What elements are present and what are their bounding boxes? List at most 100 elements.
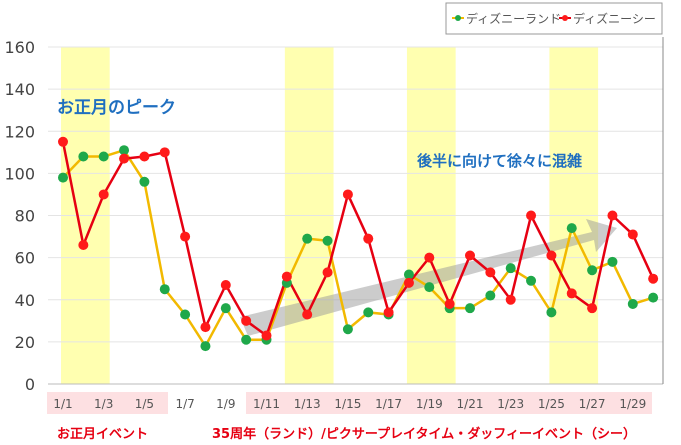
- series-group: [58, 136, 659, 352]
- data-point-sea: [526, 210, 537, 221]
- data-point-land: [587, 265, 598, 276]
- data-point-land: [465, 303, 475, 314]
- y-tick-label: 160: [4, 38, 35, 57]
- legend-label-land: ディズニーランド: [466, 11, 561, 26]
- data-point-sea: [424, 252, 435, 263]
- data-point-land: [526, 275, 537, 286]
- data-point-sea: [403, 277, 414, 288]
- x-tick-label: 1/19: [416, 397, 443, 411]
- data-point-land: [159, 284, 170, 295]
- data-point-sea: [322, 267, 333, 278]
- annotation-new-year-peak: お正月のピーク: [57, 98, 176, 118]
- data-point-land: [119, 145, 130, 156]
- data-point-land: [58, 172, 68, 183]
- data-point-sea: [58, 136, 68, 147]
- x-tick-label: 1/13: [294, 397, 321, 411]
- data-point-sea: [587, 303, 598, 314]
- data-point-land: [342, 324, 353, 335]
- data-point-sea: [444, 298, 455, 309]
- data-point-sea: [241, 315, 252, 326]
- x-tick-label: 1/3: [94, 397, 113, 411]
- data-point-land: [302, 233, 313, 244]
- data-point-land: [220, 303, 231, 314]
- event-label-bg: [47, 392, 168, 414]
- data-point-sea: [220, 280, 231, 291]
- legend-marker-land: [455, 15, 461, 21]
- x-tick-label: 1/17: [375, 397, 402, 411]
- x-tick-label: 1/23: [497, 397, 524, 411]
- series-line-land: [62, 148, 654, 348]
- data-point-sea: [627, 229, 638, 240]
- y-tick-label: 20: [15, 333, 35, 352]
- data-point-land: [241, 334, 252, 345]
- y-tick-label: 120: [4, 122, 35, 141]
- data-point-land: [627, 298, 638, 309]
- x-tick-label: 1/15: [334, 397, 361, 411]
- data-point-land: [403, 269, 414, 280]
- x-tick-label: 1/27: [579, 397, 606, 411]
- data-point-sea: [180, 231, 191, 242]
- legend-marker-sea: [562, 15, 568, 21]
- annotation-late-month-crowding: 後半に向けて徐々に混雑: [416, 152, 582, 170]
- y-tick-label: 60: [15, 249, 35, 268]
- y-tick-label: 80: [15, 207, 35, 226]
- data-point-land: [566, 223, 577, 234]
- x-axis: 1/1 1/3 1/5 1/7 1/9 1/11 1/13 1/15 1/17 1/19 1/21 1…: [53, 397, 646, 411]
- data-point-sea: [119, 153, 130, 164]
- data-point-sea: [281, 271, 292, 282]
- trend-arrow-shape: [240, 219, 617, 336]
- data-point-sea: [566, 288, 577, 299]
- data-point-land: [607, 256, 618, 267]
- data-point-land: [98, 151, 109, 162]
- data-point-land: [546, 307, 557, 318]
- data-point-land: [424, 282, 435, 293]
- data-point-sea: [98, 189, 109, 200]
- data-point-land: [485, 290, 496, 301]
- data-point-sea: [546, 250, 557, 261]
- y-tick-label: 40: [15, 291, 35, 310]
- data-point-sea: [607, 210, 618, 221]
- data-point-land: [200, 341, 211, 352]
- data-point-sea: [505, 294, 516, 305]
- x-tick-label: 1/1: [53, 397, 72, 411]
- data-point-land: [322, 235, 333, 246]
- data-point-sea: [261, 330, 272, 341]
- y-tick-label: 0: [25, 375, 35, 394]
- data-point-sea: [648, 273, 659, 284]
- data-point-land: [363, 307, 374, 318]
- x-tick-label: 1/25: [538, 397, 565, 411]
- y-tick-label: 140: [4, 80, 35, 99]
- data-point-sea: [159, 147, 170, 158]
- data-point-sea: [465, 250, 475, 261]
- x-tick-label: 1/9: [216, 397, 235, 411]
- gridlines: [48, 37, 664, 385]
- x-tick-label: 1/5: [135, 397, 154, 411]
- data-point-sea: [302, 309, 313, 320]
- trend-arrow: [240, 219, 617, 336]
- data-point-sea: [485, 267, 496, 278]
- data-point-land: [139, 176, 150, 187]
- legend: ディズニーランド ディズニーシー: [445, 2, 663, 35]
- data-point-sea: [363, 233, 374, 244]
- x-tick-label: 1/11: [253, 397, 280, 411]
- data-point-land: [648, 292, 659, 303]
- data-point-sea: [342, 189, 353, 200]
- legend-box: [445, 2, 663, 35]
- data-point-sea: [383, 307, 394, 318]
- data-point-sea: [78, 239, 89, 250]
- x-tick-label: 1/21: [457, 397, 484, 411]
- data-point-sea: [200, 322, 211, 333]
- legend-label-sea: ディズニーシー: [573, 11, 656, 26]
- event-label-anniversary: 35周年（ランド）/ピクサープレイタイム・ダッフィーイベント（シー）: [212, 426, 636, 441]
- event-label-new-year: お正月イベント: [57, 427, 148, 441]
- x-tick-label: 1/29: [619, 397, 646, 411]
- y-axis: 0 20 40 60 80 100 120 140 160: [4, 38, 35, 394]
- data-point-land: [505, 263, 516, 274]
- event-label-bg: [246, 392, 652, 414]
- x-tick-label: 1/7: [175, 397, 194, 411]
- y-tick-label: 100: [4, 164, 35, 183]
- data-point-sea: [139, 151, 150, 162]
- data-point-land: [78, 151, 89, 162]
- data-point-land: [180, 309, 191, 320]
